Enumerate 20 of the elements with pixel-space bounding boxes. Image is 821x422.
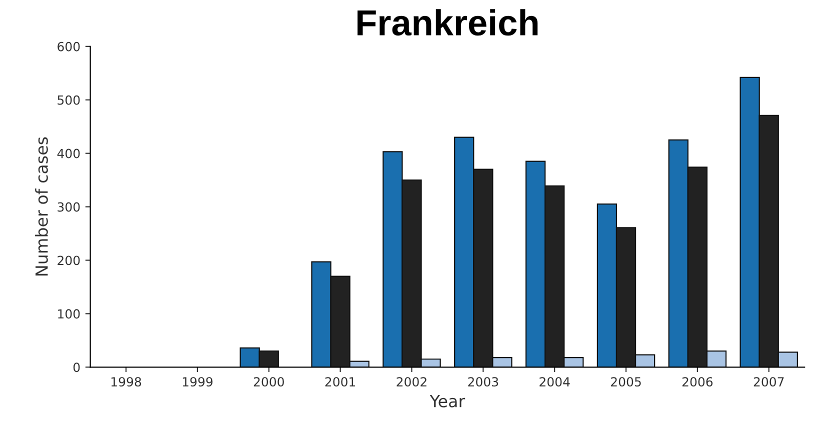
x-tick-label: 2001 (325, 377, 356, 387)
x-axis-title: Year (430, 395, 466, 408)
x-tick-label: 2003 (468, 377, 498, 387)
y-tick-label: 200 (58, 256, 80, 266)
y-tick-label: 500 (58, 95, 80, 105)
y-tick-label: 600 (58, 42, 80, 52)
x-tick-label: 2007 (754, 377, 784, 387)
x-tick-label: 1999 (182, 377, 212, 387)
x-tick-label: 2006 (682, 377, 713, 387)
y-tick-label: 0 (73, 362, 80, 372)
y-tick-label: 400 (57, 148, 80, 158)
x-tick-label: 2002 (396, 377, 426, 387)
x-tick-label: 2000 (254, 377, 284, 387)
chart-title: Frankreich (358, 9, 538, 36)
y-tick-label: 300 (58, 202, 80, 212)
x-tick-label: 1998 (111, 377, 142, 387)
y-tick-label: 100 (58, 309, 80, 319)
x-tick-label: 2005 (611, 377, 641, 387)
y-axis-title: Number of cases (35, 137, 48, 276)
x-tick-label: 2004 (540, 377, 570, 387)
